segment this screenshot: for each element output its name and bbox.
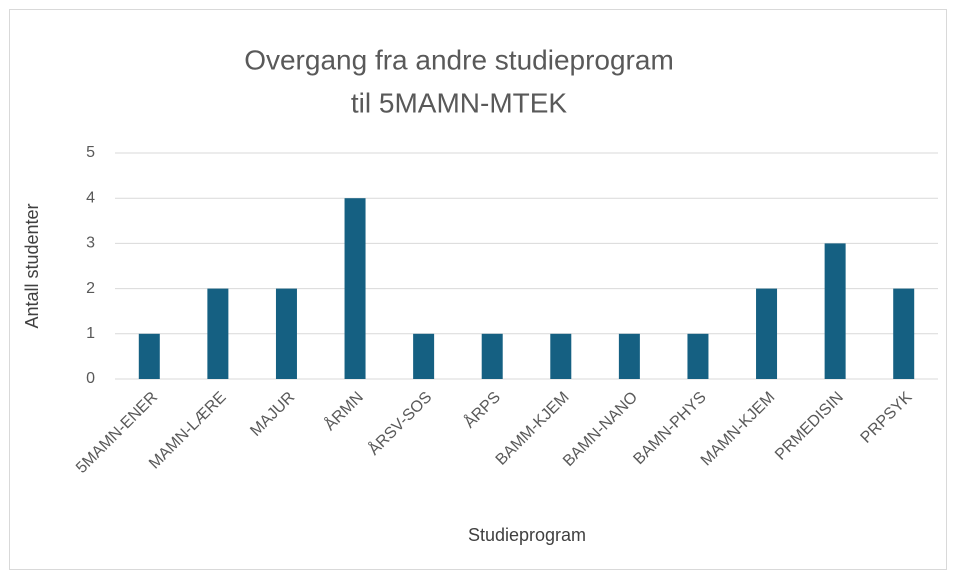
chart-title: Overgang fra andre studieprogram (244, 44, 674, 75)
bar (550, 333, 572, 379)
y-tick-label: 0 (86, 370, 95, 387)
bar (618, 333, 640, 379)
bar (344, 198, 366, 379)
bar (275, 288, 297, 379)
bar (481, 333, 503, 379)
chart-title: til 5MAMN-MTEK (351, 87, 568, 118)
chart-border (9, 9, 947, 570)
y-tick-label: 4 (86, 189, 95, 206)
y-tick-label: 3 (86, 235, 95, 252)
bar (687, 333, 709, 379)
x-axis-label: Studieprogram (468, 525, 586, 545)
bar (413, 333, 435, 379)
bar (756, 288, 778, 379)
y-tick-label: 2 (86, 280, 95, 297)
bar (824, 243, 846, 379)
y-tick-label: 1 (86, 325, 95, 342)
y-axis-label: Antall studenter (22, 203, 42, 328)
y-tick-label: 5 (86, 144, 95, 161)
bar (138, 333, 160, 379)
bar (207, 288, 229, 379)
bar (893, 288, 915, 379)
